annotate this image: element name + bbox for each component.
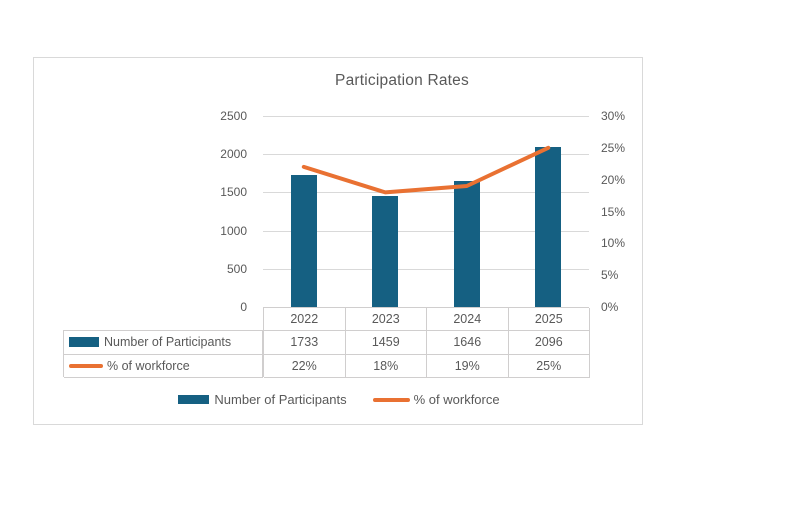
left-axis-tick-label: 500: [226, 261, 247, 276]
gridline: [263, 230, 589, 232]
participants-value-cell: 1646: [427, 331, 509, 355]
chart-title[interactable]: Participation Rates: [335, 72, 469, 89]
left-axis-tick-label: 1000: [220, 223, 247, 238]
legend-item-workforce[interactable]: % of workforce: [372, 392, 500, 407]
participants-row-label: Number of Participants: [104, 335, 232, 350]
right-axis-tick-label: 10%: [601, 236, 626, 251]
workforce-row-label: % of workforce: [107, 358, 190, 373]
legend-label-participants: Number of Participants: [214, 392, 347, 407]
category-header-cell: 2025: [508, 308, 590, 332]
data-table-row-label-workforce: % of workforce: [64, 354, 263, 378]
category-header-cell: 2023: [345, 308, 427, 332]
legend-item-participants[interactable]: Number of Participants: [178, 392, 347, 407]
right-axis-tick-label: 0%: [601, 300, 619, 314]
workforce-value-cell: 25%: [508, 354, 590, 378]
right-axis-tick-label: 25%: [601, 140, 626, 155]
participants-value-cell: 1733: [264, 331, 346, 355]
gridline: [263, 116, 589, 117]
line-series-workforce[interactable]: [263, 116, 589, 307]
workforce-line[interactable]: [301, 145, 551, 195]
data-table-value-grid: 2022 1733 22% 2023 1459 18% 2024 1646 19% 2025 209…: [263, 307, 590, 378]
participants-swatch-icon: [178, 395, 210, 404]
data-table-row-label-participants: Number of Participants: [64, 331, 263, 355]
bar-2025[interactable]: [535, 146, 562, 307]
participants-value-cell: 1459: [345, 331, 427, 355]
gridline: [263, 154, 589, 156]
category-header-cell: 2024: [427, 308, 509, 332]
workforce-swatch-icon: [372, 397, 410, 402]
workforce-value-cell: 18%: [345, 354, 427, 378]
category-header-cell: 2022: [264, 308, 346, 332]
gridline: [263, 268, 589, 270]
participants-value-cell: 2096: [508, 331, 590, 355]
left-axis-tick-label: 0: [240, 300, 247, 314]
left-axis-tick-label: 1500: [220, 185, 247, 200]
bar-2022[interactable]: [290, 174, 317, 307]
legend-label-workforce: % of workforce: [413, 392, 500, 407]
workforce-value-cell: 19%: [427, 354, 509, 378]
participants-legend-key-icon: [69, 337, 99, 348]
right-axis-tick-label: 15%: [601, 204, 626, 219]
bar-2024[interactable]: [453, 181, 480, 307]
right-axis-tick-label: 20%: [601, 172, 626, 187]
data-table-label-column: Number of Participants % of workforce: [63, 330, 263, 378]
left-axis-tick-label: 2000: [220, 147, 247, 162]
chart-object-frame[interactable]: Participation Rates 0 500 1000 1500 2000 2500…: [33, 57, 643, 425]
chart-legend: Number of Participants % of workforce: [34, 392, 644, 407]
plot-area: [263, 116, 589, 307]
workforce-legend-key-icon: [69, 363, 103, 368]
left-axis-tick-label: 2500: [220, 109, 247, 123]
workforce-value-cell: 22%: [264, 354, 346, 378]
right-axis-tick-label: 30%: [601, 109, 626, 123]
gridline: [263, 192, 589, 194]
right-axis-tick-label: 5%: [601, 268, 619, 283]
bar-2023[interactable]: [372, 195, 399, 307]
